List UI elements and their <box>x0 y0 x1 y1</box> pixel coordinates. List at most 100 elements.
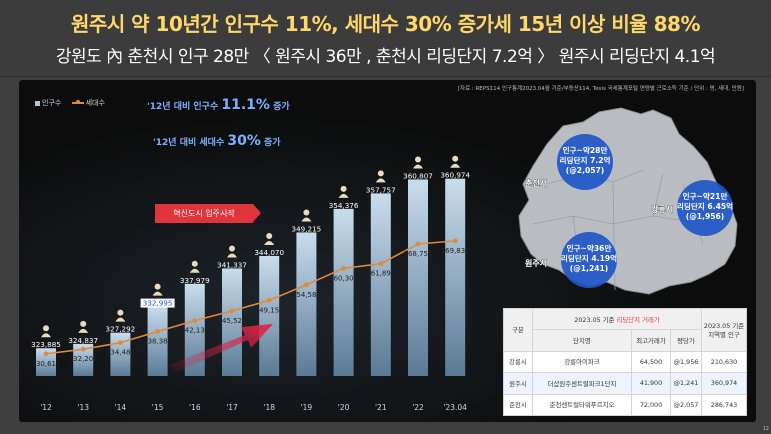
population-value-label: 337,979 <box>180 276 210 285</box>
households-line <box>45 240 456 355</box>
gangneung-unit: (@1,956) <box>686 212 725 221</box>
person-icon <box>189 260 200 273</box>
legend-population: 인구수 <box>42 99 62 107</box>
chuncheon-unit: (@2,057) <box>566 166 605 175</box>
slide-title: 원주시 약 10년간 인구수 11%, 세대수 30% 증가세 15년 이상 비… <box>71 12 700 36</box>
person-icon <box>450 155 461 168</box>
leading-complex-table: 구분 2023.05 기준 리딩단지 거래가 2023.05 기준 지역별 인구… <box>503 307 747 417</box>
x-tick-label: '14 <box>115 403 127 412</box>
person-icon <box>78 320 89 333</box>
th-name: 단지명 <box>532 329 632 352</box>
table-row: 춘천시 춘천센트럴타워푸르지오 72,000 @2,057 286,743 <box>503 393 747 417</box>
household-value-label: 160,307 <box>329 274 358 282</box>
table-row: 원주시 더샵원주센트럴파크1단지 41,900 @1,241 360,974 <box>503 372 747 395</box>
population-bar <box>333 208 354 376</box>
household-point <box>266 298 272 303</box>
household-value-label: 142,136 <box>180 327 209 335</box>
gangneung-pop: 인구~약21만 <box>683 191 728 201</box>
chart-panel: [자료 : REPS114 인구통계2023.04월 기준/부동산114, Te… <box>19 80 756 422</box>
person-icon <box>41 325 51 338</box>
household-point <box>80 346 86 352</box>
x-tick-label: '17 <box>226 403 238 412</box>
population-bar <box>445 178 466 376</box>
population-bar <box>408 179 428 376</box>
gangneung-bubble <box>677 180 733 236</box>
household-point <box>118 340 123 346</box>
population-growth-note: '12년 대비 인구수 11.1% 증가 <box>147 97 290 113</box>
gangneung-leading: 리딩단지 6.45억 <box>677 201 733 211</box>
population-bar <box>36 348 56 376</box>
chuncheon-pop: 인구~약28만 <box>563 145 608 155</box>
population-value-label: 341,337 <box>217 260 247 269</box>
population-bar <box>73 343 94 376</box>
x-tick-label: '20 <box>338 403 350 412</box>
x-tick-label: '21 <box>375 403 387 412</box>
x-tick-label: '19 <box>301 403 313 412</box>
household-value-label: 130,617 <box>32 360 61 368</box>
household-value-label: 154,583 <box>292 291 321 299</box>
population-value-label: 344,070 <box>254 248 284 257</box>
person-icon <box>227 245 237 258</box>
gangneung-label: 강릉시 <box>651 204 673 214</box>
household-value-label: 169,837 <box>441 247 470 255</box>
x-tick-label: '18 <box>263 403 275 412</box>
x-tick-label: '23.04 <box>443 403 467 412</box>
page-number: 12 <box>762 426 769 432</box>
household-point <box>304 282 309 288</box>
legend-households: 세대수 <box>85 99 105 107</box>
x-tick-label: '15 <box>152 403 164 412</box>
th-price: 최고거래가 <box>631 329 671 352</box>
growth-arrow <box>169 324 273 373</box>
person-icon <box>413 156 423 169</box>
innovation-city-tag: 혁신도시 입주시작 <box>155 204 261 223</box>
person-icon <box>338 185 349 198</box>
x-tick-label: '13 <box>77 403 89 412</box>
household-point <box>192 318 198 324</box>
population-bar <box>147 306 168 376</box>
household-value-label: 138,380 <box>143 337 172 345</box>
household-value-label: 149,156 <box>255 306 284 314</box>
population-household-chart: 323,885 130,617 '12 324,837 132,207 '13 327,29… <box>31 155 470 412</box>
population-value-label: 327,292 <box>106 325 136 334</box>
highlight-label-bg <box>140 298 175 308</box>
population-bar <box>370 193 391 376</box>
person-icon <box>115 309 126 322</box>
household-point <box>229 308 235 314</box>
population-swatch <box>35 100 40 106</box>
household-value-label: 145,521 <box>218 317 247 325</box>
table-row: 강릉시 강릉아이파크 64,500 @1,956 210,630 <box>503 350 747 374</box>
population-value-label: 324,837 <box>68 336 98 345</box>
household-point <box>341 265 346 271</box>
slide-header: 원주시 약 10년간 인구수 11%, 세대수 30% 증가세 15년 이상 비… <box>0 0 771 77</box>
household-value-label: 168,756 <box>404 250 433 258</box>
population-value-label: 349,215 <box>292 224 322 233</box>
chuncheon-bubble <box>557 134 613 190</box>
population-value-label: 360,974 <box>440 171 470 180</box>
person-icon <box>375 170 386 183</box>
chuncheon-label: 춘천시 <box>525 178 547 188</box>
x-tick-label: '16 <box>189 403 201 412</box>
wonju-unit: (@1,241) <box>570 264 609 273</box>
wonju-pop: 인구~약36만 <box>567 243 612 253</box>
x-tick-label: '12 <box>40 403 52 412</box>
person-icon <box>301 209 312 222</box>
population-bar <box>296 232 317 376</box>
households-swatch <box>71 100 84 104</box>
person-icon <box>264 232 275 245</box>
th-region: 구분 <box>503 308 533 352</box>
population-value-label: 354,376 <box>329 201 359 210</box>
chuncheon-leading: 리딩단지 7.2억 <box>559 155 610 165</box>
population-value-label: 332,995 <box>143 299 173 308</box>
population-value-label: 360,807 <box>403 171 433 180</box>
person-icon <box>152 283 163 296</box>
wonju-bubble <box>561 232 617 288</box>
household-growth-note: '12년 대비 세대수 30% 증가 <box>153 133 281 149</box>
wonju-leading: 리딩단지 4.19억 <box>561 253 617 263</box>
x-tick-label: '22 <box>412 403 424 412</box>
household-point <box>415 241 421 247</box>
population-value-label: 323,885 <box>31 340 61 349</box>
chart-legend: 인구수 세대수 <box>35 98 105 108</box>
th-population: 2023.05 기준 지역별 인구 <box>701 308 747 352</box>
slide-subtitle: 강원도 內 춘천시 인구 28만 〈 원주시 36만 , 춘천시 리딩단지 7.… <box>55 47 716 67</box>
